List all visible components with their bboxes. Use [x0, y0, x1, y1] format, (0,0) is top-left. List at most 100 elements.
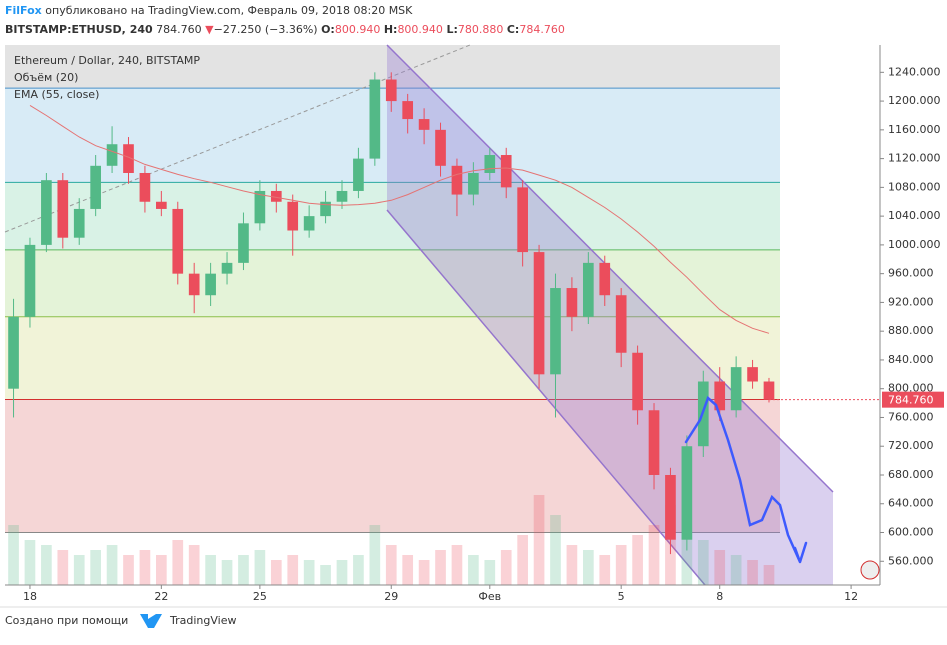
candle-body: [41, 180, 52, 245]
volume-bar: [353, 555, 364, 585]
arrow: ▼: [205, 23, 214, 36]
x-tick-label: 25: [253, 590, 267, 603]
y-tick-label: 1000.000: [888, 238, 941, 251]
volume-bar: [156, 555, 167, 585]
candle-body: [763, 381, 775, 400]
footer-text: Создано при помощи: [5, 614, 128, 627]
volume-bar: [188, 545, 200, 585]
candle-body: [106, 144, 118, 166]
y-tick-label: 720.000: [888, 439, 934, 452]
y-tick-label: 880.000: [888, 324, 934, 337]
candle-body: [172, 208, 184, 274]
level-band: [5, 249, 780, 317]
y-tick-label: 760.000: [888, 410, 934, 423]
candle-body: [156, 201, 167, 209]
candle-body: [435, 129, 446, 166]
chart-title: Ethereum / Dollar, 240, BITSTAMP: [14, 54, 200, 67]
channel-lower: [386, 209, 706, 586]
volume-bar: [418, 560, 430, 585]
volume-bar: [303, 560, 315, 585]
volume-bar: [714, 550, 726, 585]
candle-body: [665, 474, 676, 540]
volume-bar: [123, 555, 134, 585]
y-tick-label: 600.000: [888, 526, 934, 539]
y-tick-label: 1160.000: [888, 123, 941, 136]
volume-bar: [648, 525, 660, 585]
o-label: O:: [321, 23, 335, 36]
candle-body: [8, 316, 19, 389]
volume-bar: [238, 555, 249, 585]
tv-logo: [140, 614, 162, 628]
y-tick-label: 1080.000: [888, 180, 941, 193]
volume-bar: [8, 525, 19, 585]
candle-body: [24, 244, 36, 317]
volume-bar: [599, 555, 611, 585]
volume-bar: [57, 550, 69, 585]
volume-bar: [254, 550, 266, 585]
c: 784.760: [519, 23, 565, 36]
volume-bar: [106, 545, 118, 585]
volume-bar: [763, 565, 775, 585]
volume-bar: [697, 540, 709, 585]
candle-body: [287, 201, 299, 231]
y-tick-label: 1120.000: [888, 152, 941, 165]
candle-body: [188, 273, 200, 296]
volume-bar: [336, 560, 348, 585]
symbol: BITSTAMP:ETHUSD, 240: [5, 23, 153, 36]
candle-body: [139, 172, 151, 202]
volume-bar: [615, 545, 627, 585]
volume-bar: [205, 555, 216, 585]
volume-bar: [484, 560, 496, 585]
volume-bar: [24, 540, 36, 585]
level-band: [5, 88, 780, 183]
volume-bar: [435, 550, 446, 585]
y-tick-label: 1200.000: [888, 94, 941, 107]
candle-body: [238, 223, 249, 263]
candle-body: [747, 367, 758, 382]
volume-bar: [139, 550, 151, 585]
price-label: 784.760: [888, 394, 934, 407]
ohlc-line: BITSTAMP:ETHUSD, 240 784.760 ▼−27.250 (−…: [5, 23, 565, 36]
candle-body: [484, 155, 496, 173]
y-tick-label: 1240.000: [888, 65, 941, 78]
candle-body: [418, 119, 430, 130]
volume-bar: [451, 545, 463, 585]
candle-body: [369, 79, 381, 159]
volume-bar: [287, 555, 299, 585]
y-tick-label: 640.000: [888, 497, 934, 510]
candle-body: [632, 352, 643, 411]
volume-bar: [221, 560, 233, 585]
price-label-box: [882, 391, 944, 408]
volume-bar: [550, 515, 561, 585]
volume-bar: [582, 550, 594, 585]
volume-bar: [681, 530, 693, 585]
candle-body: [270, 190, 282, 202]
y-tick-label: 840.000: [888, 353, 934, 366]
flag-icon: [860, 560, 880, 580]
candle-body: [123, 144, 134, 173]
volume-bar: [747, 560, 758, 585]
last: 784.760: [156, 23, 202, 36]
x-tick-label: Фев: [478, 590, 501, 603]
volume-bar: [369, 525, 381, 585]
candle-body: [599, 262, 611, 296]
legend-ema: EMA (55, close): [14, 88, 99, 101]
c-label: C:: [507, 23, 519, 36]
volume-bar: [632, 535, 643, 585]
y-tick-label: 920.000: [888, 295, 934, 308]
volume-bar: [73, 555, 85, 585]
y-tick-label: 800.000: [888, 382, 934, 395]
candle-body: [730, 367, 742, 411]
y-tick-label: 560.000: [888, 554, 934, 567]
candle-body: [566, 288, 578, 317]
candle-body: [353, 158, 364, 191]
candle-body: [582, 262, 594, 317]
candle-body: [73, 208, 85, 238]
o: 800.940: [335, 23, 381, 36]
candle-body: [648, 410, 660, 475]
l-label: L:: [446, 23, 457, 36]
y-tick-label: 680.000: [888, 468, 934, 481]
candle-body: [681, 446, 693, 540]
hand-drawn-arrow: [684, 395, 808, 564]
volume-bar: [90, 550, 101, 585]
